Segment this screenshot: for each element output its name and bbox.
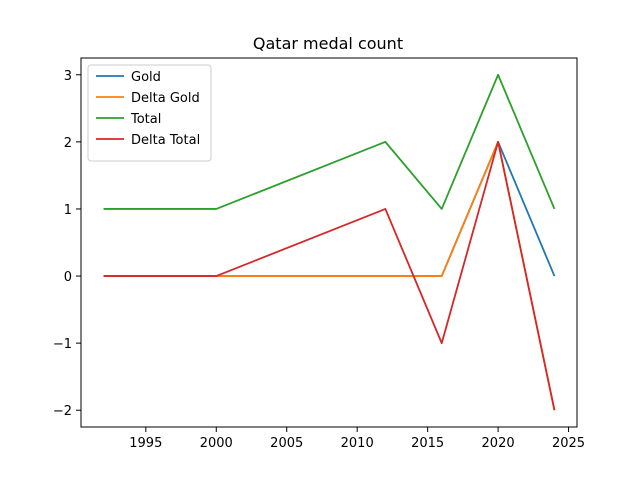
- legend-label: Delta Total: [131, 133, 200, 148]
- legend-label: Gold: [131, 70, 161, 85]
- chart-title: Qatar medal count: [253, 34, 403, 53]
- plot-frame: [80, 57, 578, 428]
- y-tick-label: 2: [64, 136, 72, 151]
- y-tick-label: 3: [64, 69, 72, 84]
- x-tick-label: 1995: [129, 436, 162, 451]
- legend: Gold Delta Gold Total Delta Total: [87, 64, 212, 162]
- y-tick-label: −2: [53, 404, 72, 419]
- series-layer: [103, 73, 556, 411]
- x-tick-label: 2000: [200, 436, 233, 451]
- series-line-3: [103, 140, 556, 411]
- x-tick-label: 2025: [552, 436, 585, 451]
- y-tick-label: −1: [53, 337, 72, 352]
- x-tick-label: 2005: [270, 436, 303, 451]
- legend-label: Delta Gold: [131, 91, 200, 106]
- x-tick-label: 2010: [341, 436, 374, 451]
- legend-box: [87, 64, 212, 162]
- legend-label: Total: [130, 112, 161, 127]
- y-tick-label: 1: [64, 203, 72, 218]
- y-axis: −2 −1 0 1 2 3: [53, 69, 81, 419]
- x-tick-label: 2020: [482, 436, 515, 451]
- x-tick-label: 2015: [411, 436, 444, 451]
- x-axis: 1995 2000 2005 2010 2015 2020 2025: [129, 427, 585, 451]
- series-line-2: [103, 73, 556, 210]
- y-tick-label: 0: [64, 270, 72, 285]
